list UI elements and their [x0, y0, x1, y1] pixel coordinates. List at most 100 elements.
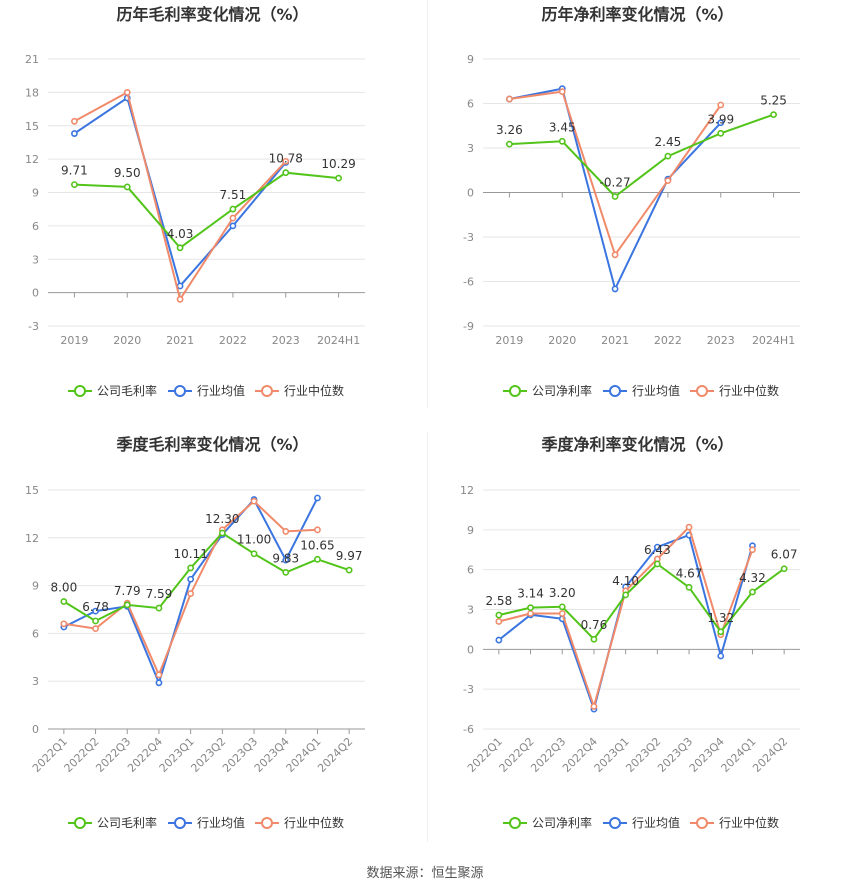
data-point[interactable]	[527, 604, 534, 612]
data-point[interactable]	[495, 618, 503, 625]
data-point[interactable]	[749, 546, 756, 554]
x-tick-label: 2023	[707, 334, 735, 347]
y-tick-label: -3	[463, 231, 474, 244]
data-point[interactable]	[176, 295, 184, 303]
data-point[interactable]	[685, 583, 693, 591]
legend-item-1[interactable]: 行业均值	[603, 815, 680, 830]
data-point[interactable]	[123, 601, 131, 609]
data-point[interactable]	[71, 181, 78, 189]
data-point[interactable]	[314, 555, 321, 563]
data-point[interactable]	[229, 222, 237, 230]
data-point[interactable]	[218, 529, 226, 537]
data-point[interactable]	[664, 177, 672, 185]
data-point[interactable]	[653, 543, 661, 551]
data-point[interactable]	[155, 604, 163, 612]
legend-item-0[interactable]: 公司净利率	[503, 815, 592, 830]
data-point[interactable]	[123, 88, 131, 96]
y-tick-label: 9	[32, 580, 39, 593]
data-point[interactable]	[187, 564, 195, 572]
legend-item-1[interactable]: 行业均值	[168, 815, 245, 830]
data-point[interactable]	[780, 565, 788, 573]
data-point[interactable]	[717, 119, 725, 127]
legend-item-0[interactable]: 公司净利率	[503, 383, 592, 398]
data-label: 4.03	[167, 227, 194, 241]
data-label: 12.30	[205, 512, 239, 526]
legend-item-0[interactable]: 公司毛利率	[68, 383, 157, 398]
data-point[interactable]	[92, 607, 99, 615]
data-point[interactable]	[92, 617, 99, 625]
legend-item-1[interactable]: 行业均值	[168, 383, 245, 398]
data-label: 0.76	[581, 618, 608, 632]
data-point[interactable]	[558, 88, 566, 96]
x-tick-label: 2022	[219, 334, 247, 347]
data-point[interactable]	[335, 174, 342, 182]
data-point[interactable]	[176, 282, 184, 290]
legend-swatch-marker	[261, 385, 273, 397]
legend-item-2[interactable]: 行业中位数	[690, 815, 779, 830]
data-label: 3.14	[517, 587, 544, 601]
data-point[interactable]	[282, 528, 290, 535]
legend-swatch-marker	[509, 817, 521, 829]
data-point[interactable]	[314, 494, 321, 502]
data-point[interactable]	[749, 588, 756, 596]
data-point[interactable]	[123, 183, 131, 191]
data-point[interactable]	[590, 635, 598, 643]
data-point[interactable]	[664, 152, 672, 160]
data-point[interactable]	[155, 671, 163, 679]
data-label: 3.45	[549, 120, 576, 134]
series-line-0	[63, 531, 350, 623]
data-point[interactable]	[282, 169, 290, 177]
data-label: 4.32	[739, 571, 766, 585]
data-point[interactable]	[495, 611, 503, 619]
x-tick-label: 2024H1	[317, 334, 360, 347]
legend-item-2[interactable]: 行业中位数	[255, 383, 344, 398]
series-line-2	[63, 499, 318, 678]
data-point[interactable]	[527, 610, 534, 617]
data-point[interactable]	[71, 117, 78, 125]
y-tick-label: 3	[32, 253, 39, 266]
data-point[interactable]	[345, 566, 353, 574]
data-point[interactable]	[611, 285, 619, 293]
data-point[interactable]	[314, 526, 321, 534]
data-point[interactable]	[495, 636, 503, 644]
data-point[interactable]	[506, 140, 513, 148]
data-point[interactable]	[590, 703, 598, 710]
data-point[interactable]	[685, 523, 693, 531]
legend-item-1[interactable]: 行业均值	[603, 383, 680, 398]
data-label: 4.10	[612, 574, 639, 588]
data-point[interactable]	[187, 590, 195, 597]
data-point[interactable]	[717, 652, 725, 660]
y-tick-label: 6	[32, 627, 39, 640]
legend-item-2[interactable]: 行业中位数	[255, 815, 344, 830]
data-point[interactable]	[60, 620, 68, 628]
legend-item-2[interactable]: 行业中位数	[690, 383, 779, 398]
data-point[interactable]	[187, 575, 195, 583]
data-point[interactable]	[558, 137, 566, 145]
data-point[interactable]	[282, 157, 290, 165]
data-point[interactable]	[229, 205, 237, 213]
data-point[interactable]	[250, 497, 258, 505]
x-tick-label: 2024H1	[752, 334, 795, 347]
data-point[interactable]	[622, 591, 630, 599]
data-point[interactable]	[770, 111, 777, 119]
data-point[interactable]	[250, 550, 258, 558]
legend-label: 行业均值	[632, 383, 680, 398]
data-point[interactable]	[558, 610, 566, 617]
data-point[interactable]	[282, 568, 290, 576]
data-point[interactable]	[506, 95, 513, 103]
data-point[interactable]	[71, 130, 78, 137]
data-point[interactable]	[717, 101, 725, 109]
data-point[interactable]	[611, 251, 619, 259]
data-point[interactable]	[558, 603, 566, 611]
data-point[interactable]	[155, 679, 163, 687]
data-point[interactable]	[229, 214, 237, 222]
legend-item-0[interactable]: 公司毛利率	[68, 815, 157, 830]
data-point[interactable]	[653, 560, 661, 568]
data-point[interactable]	[611, 193, 619, 200]
data-point[interactable]	[176, 244, 184, 252]
data-point[interactable]	[717, 129, 725, 137]
data-point[interactable]	[717, 628, 725, 636]
data-point[interactable]	[60, 598, 68, 605]
data-point[interactable]	[282, 556, 290, 564]
data-point[interactable]	[92, 625, 99, 633]
